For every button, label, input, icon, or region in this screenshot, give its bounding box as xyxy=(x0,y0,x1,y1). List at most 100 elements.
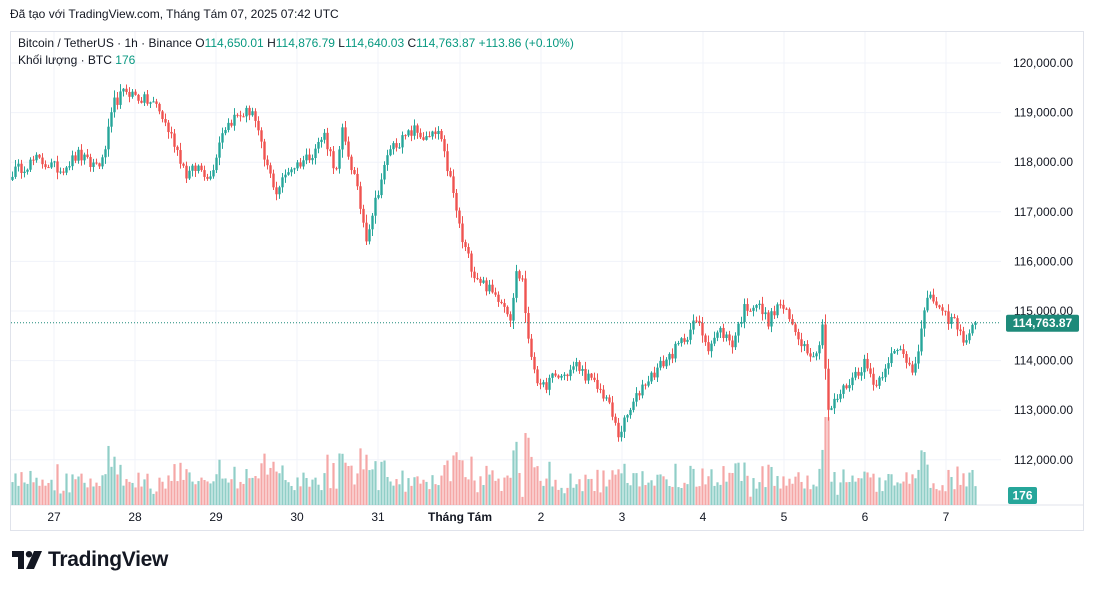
candle-body xyxy=(161,111,164,120)
candle xyxy=(749,308,752,312)
candle-body xyxy=(539,383,542,385)
candle xyxy=(698,315,701,326)
volume-bar xyxy=(206,481,209,505)
volume-bar xyxy=(845,482,848,505)
candle xyxy=(692,314,695,335)
candle-body xyxy=(413,125,416,136)
volume-bar xyxy=(164,488,167,505)
candle-body xyxy=(509,314,512,321)
candle-body xyxy=(254,111,257,121)
volume-bar xyxy=(629,485,632,505)
volume-bar xyxy=(863,471,866,505)
candle xyxy=(53,160,56,168)
volume-bar xyxy=(44,485,47,505)
candle-body xyxy=(524,278,527,314)
volume-bar xyxy=(29,470,32,505)
candle xyxy=(587,369,590,385)
candle xyxy=(956,315,959,337)
candle xyxy=(803,341,806,352)
candle-body xyxy=(749,310,752,312)
volume-bar xyxy=(26,483,29,505)
volume-bar xyxy=(353,484,356,505)
candle xyxy=(581,365,584,376)
candle xyxy=(851,372,854,391)
legend-symbol[interactable]: Bitcoin / TetherUS · 1h · Binance xyxy=(18,36,192,50)
candle-body xyxy=(968,333,971,341)
volume-bar xyxy=(893,485,896,505)
legend-volume-label[interactable]: Khối lượng · BTC xyxy=(18,53,112,67)
volume-bar xyxy=(98,485,101,505)
candle-body xyxy=(686,339,689,342)
volume-bar xyxy=(656,474,659,505)
candle xyxy=(728,330,731,346)
candle-body xyxy=(626,415,629,418)
candle xyxy=(779,299,782,309)
candle xyxy=(125,84,128,95)
y-tick-label: 117,000.00 xyxy=(1014,205,1073,219)
volume-bar xyxy=(179,462,182,505)
candle xyxy=(821,319,824,349)
candle-body xyxy=(446,151,449,172)
volume-bar xyxy=(476,492,479,505)
candle-body xyxy=(383,164,386,180)
candle xyxy=(644,383,647,390)
candle xyxy=(185,161,188,184)
volume-bar xyxy=(137,472,140,505)
volume-bar xyxy=(842,469,845,505)
candle-body xyxy=(332,151,335,169)
candle xyxy=(395,138,398,152)
candle xyxy=(839,389,842,403)
candle-body xyxy=(776,304,779,316)
volume-bar xyxy=(881,491,884,505)
candle xyxy=(509,311,512,327)
candle xyxy=(158,102,161,115)
candle-body xyxy=(440,130,443,140)
candle-body xyxy=(602,389,605,399)
x-tick-label: 31 xyxy=(371,510,385,524)
volume-bar xyxy=(101,475,104,505)
candle xyxy=(398,142,401,149)
volume-bar xyxy=(14,473,17,505)
candle-body xyxy=(323,132,326,140)
volume-bar xyxy=(434,484,437,505)
candle-body xyxy=(479,278,482,283)
volume-bar xyxy=(254,476,257,505)
volume-bar xyxy=(329,488,332,505)
candle xyxy=(182,162,185,168)
volume-bar xyxy=(725,481,728,505)
volume-bar xyxy=(404,491,407,505)
candle xyxy=(242,113,245,118)
candle-body xyxy=(143,94,146,103)
volume-bar xyxy=(734,463,737,505)
volume-bar xyxy=(620,473,623,505)
candle-body xyxy=(476,278,479,280)
candle-body xyxy=(785,308,788,310)
volume-bar xyxy=(323,473,326,505)
volume-bar xyxy=(821,449,824,505)
candle-body xyxy=(761,303,764,315)
candle xyxy=(881,371,884,381)
volume-bar xyxy=(737,462,740,505)
volume-bar xyxy=(494,480,497,505)
candle xyxy=(197,164,200,174)
volume-bar xyxy=(971,469,974,505)
volume-bar xyxy=(617,469,620,505)
tradingview-logo[interactable]: TradingView xyxy=(12,548,168,572)
candle xyxy=(230,119,233,128)
volume-bar xyxy=(278,473,281,505)
candle xyxy=(269,162,272,178)
volume-bar xyxy=(848,481,851,505)
candle-body xyxy=(959,329,962,332)
candle-body xyxy=(365,222,368,242)
candle xyxy=(809,348,812,362)
volume-bar xyxy=(839,482,842,505)
volume-bar xyxy=(113,456,116,505)
volume-bar xyxy=(716,482,719,505)
volume-bar xyxy=(284,480,287,505)
candle-body xyxy=(50,162,53,168)
volume-bar xyxy=(731,473,734,505)
volume-bar xyxy=(446,460,449,505)
volume-bar xyxy=(218,459,221,505)
candle-body xyxy=(131,91,134,97)
